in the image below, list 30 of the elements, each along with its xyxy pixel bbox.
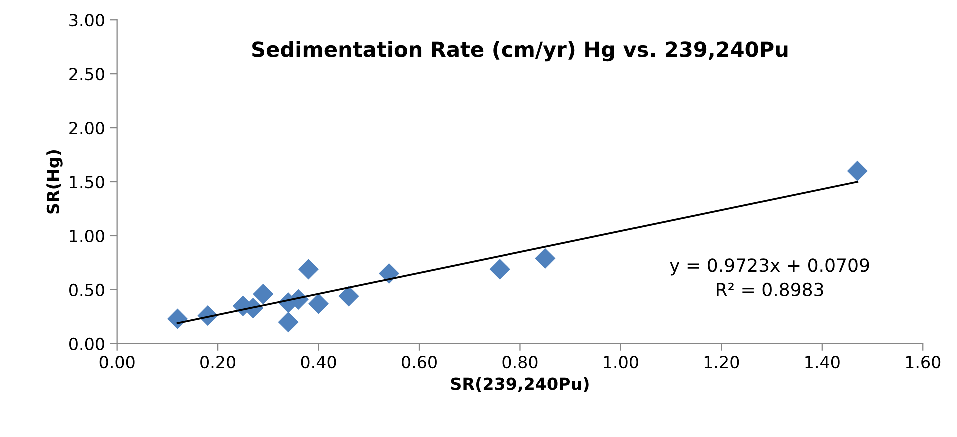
x-tick-label: 0.40 <box>301 356 336 369</box>
y-tick-label: 2.00 <box>70 122 104 135</box>
point <box>847 160 868 182</box>
x-tick-label: 1.40 <box>806 356 840 369</box>
x-tick-label: 0.20 <box>200 356 236 369</box>
x-tick-label: 1.20 <box>704 356 740 369</box>
point <box>378 263 400 284</box>
point <box>167 308 188 330</box>
x-tick-label: 0.60 <box>402 356 437 369</box>
point <box>253 284 274 305</box>
y-tick-label: 1.50 <box>70 176 104 189</box>
point <box>490 259 510 280</box>
x-axis-title: SR(239,240Pu) <box>451 377 589 392</box>
y-tick-label: 0.50 <box>70 284 104 297</box>
y-tick-label: 2.50 <box>70 68 104 81</box>
point <box>535 248 556 269</box>
point <box>298 259 320 280</box>
point <box>278 312 299 333</box>
x-tick-label: 0.80 <box>502 356 538 369</box>
y-tick-label: 0.00 <box>70 338 104 350</box>
y-tick-label: 3.00 <box>70 14 104 27</box>
x-tick-label: 1.00 <box>604 356 638 369</box>
text: Sedimentation Rate (cm/yr) Hg vs. 239,240Pu <box>252 41 788 62</box>
y-axis-title: SR(Hg) <box>46 150 63 214</box>
annotation: y = 0.9723x + 0.0709 R² = 0.8983 <box>670 258 870 297</box>
x-tick-label: 1.60 <box>906 356 941 369</box>
x-tick-label: 0.00 <box>100 356 135 369</box>
y-tick-label: 1.00 <box>70 230 104 243</box>
point <box>338 286 360 307</box>
point <box>308 294 330 314</box>
